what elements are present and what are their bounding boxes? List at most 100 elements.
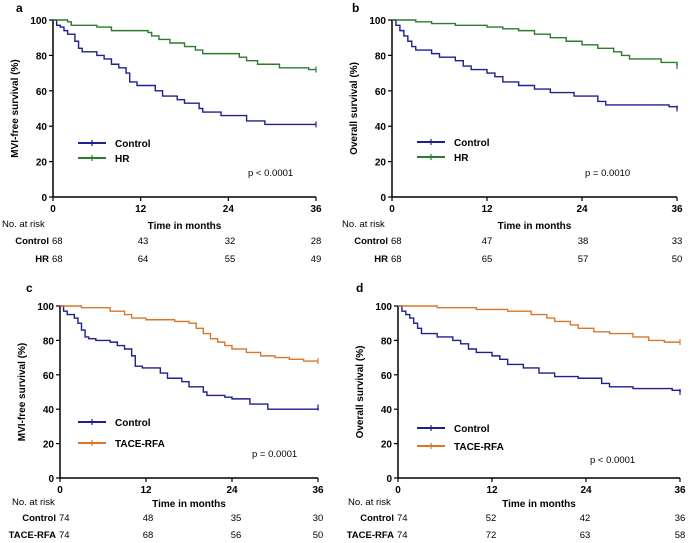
risk-count: 68: [391, 254, 402, 265]
x-tick-label: 24: [226, 485, 238, 496]
survival-curve-tace-rfa: [60, 305, 318, 362]
risk-count: 35: [231, 513, 242, 524]
x-tick-label: 0: [395, 485, 401, 496]
y-tick-label: 100: [369, 16, 386, 27]
risk-header: No. at risk: [342, 219, 385, 230]
y-tick-label: 0: [386, 474, 392, 485]
risk-count: 52: [486, 513, 497, 524]
risk-count: 32: [225, 236, 236, 247]
x-axis-label: Time in months: [148, 221, 222, 232]
risk-header: No. at risk: [2, 219, 45, 230]
risk-count: 42: [580, 513, 591, 524]
survival-curve-control: [53, 19, 316, 126]
panel-a: a 0 20 40 60 80 100 0 12 24 36 Time in months MVI-fr…: [2, 1, 322, 265]
y-tick-label: 0: [48, 474, 54, 485]
risk-count: 28: [311, 236, 322, 247]
survival-curve-hr: [53, 19, 316, 71]
risk-count: 48: [143, 513, 154, 524]
risk-count: 49: [311, 254, 322, 265]
y-tick-label: 0: [41, 193, 47, 204]
panel-c: c 0 20 40 60 80 100 0 12 24 36 Time in months MVI-fr…: [9, 281, 324, 541]
y-tick-label: 60: [43, 371, 55, 382]
y-tick-label: 100: [375, 302, 392, 313]
risk-count: 68: [52, 236, 63, 247]
y-tick-label: 80: [36, 51, 48, 62]
y-tick-label: 20: [43, 440, 55, 451]
risk-count: 68: [143, 530, 154, 541]
x-tick-label: 0: [389, 204, 395, 215]
panel-label: c: [26, 281, 33, 295]
y-axis-label: Overall survival (%): [355, 346, 366, 439]
risk-row-label: HR: [35, 254, 49, 265]
risk-count: 47: [482, 236, 493, 247]
risk-count: 72: [486, 530, 497, 541]
panel-label: d: [356, 281, 363, 295]
legend-entry: TACE-RFA: [454, 442, 504, 453]
y-tick-label: 40: [381, 405, 393, 416]
risk-row-label: Control: [360, 513, 394, 524]
survival-curve-tace-rfa: [398, 305, 680, 343]
y-tick-label: 20: [381, 440, 393, 451]
x-tick-label: 36: [671, 204, 683, 215]
risk-count: 43: [138, 236, 149, 247]
y-tick-label: 80: [381, 336, 393, 347]
y-tick-label: 60: [36, 87, 48, 98]
x-tick-label: 36: [312, 485, 324, 496]
x-axis-label: Time in months: [152, 499, 226, 510]
survival-curve-control: [398, 305, 681, 392]
x-tick-label: 12: [135, 204, 147, 215]
p-value: p = 0.0001: [252, 449, 297, 460]
risk-count: 30: [313, 513, 324, 524]
risk-count: 64: [138, 254, 149, 265]
survival-curve-hr: [392, 19, 678, 67]
risk-count: 63: [580, 530, 591, 541]
y-axis-label: MVI-free survival (%): [17, 343, 28, 441]
y-tick-label: 60: [375, 87, 387, 98]
risk-count: 65: [482, 254, 493, 265]
risk-header: No. at risk: [348, 497, 391, 508]
x-axis-label: Time in months: [502, 499, 576, 510]
panel-b: b 0 20 40 60 80 100 0 12 24 36 Time in months Overal…: [342, 1, 683, 265]
legend-entry: Control: [115, 139, 151, 150]
risk-count: 56: [231, 530, 242, 541]
survival-curve-control: [392, 19, 678, 109]
panel-label: b: [352, 1, 359, 15]
risk-count: 50: [672, 254, 683, 265]
risk-count: 74: [59, 513, 70, 524]
y-tick-label: 100: [37, 302, 54, 313]
risk-row-label: Control: [354, 236, 388, 247]
y-tick-label: 20: [36, 158, 48, 169]
x-tick-label: 0: [57, 485, 63, 496]
p-value: p < 0.0001: [248, 168, 293, 179]
legend-entry: Control: [454, 424, 490, 435]
risk-count: 68: [391, 236, 402, 247]
risk-count: 74: [397, 513, 408, 524]
y-tick-label: 60: [381, 371, 393, 382]
x-tick-label: 36: [310, 204, 322, 215]
y-tick-label: 40: [36, 122, 48, 133]
legend-entry: Control: [115, 418, 151, 429]
risk-header: No. at risk: [12, 497, 55, 508]
y-axis-label: MVI-free survival (%): [10, 59, 21, 157]
p-value: p = 0.0010: [585, 168, 630, 179]
p-value: p < 0.0001: [590, 455, 635, 466]
x-tick-label: 12: [486, 485, 498, 496]
risk-count: 58: [675, 530, 686, 541]
x-tick-label: 0: [50, 204, 56, 215]
y-axis-label: Overall survival (%): [349, 62, 360, 155]
x-axis-label: Time in months: [498, 221, 572, 232]
panel-d: d 0 20 40 60 80 100 0 12 24 36 Time in months Overal…: [347, 281, 686, 541]
risk-row-label: TACE-RFA: [347, 530, 394, 541]
risk-count: 33: [672, 236, 683, 247]
y-tick-label: 20: [375, 158, 387, 169]
risk-count: 57: [578, 254, 589, 265]
x-tick-label: 24: [576, 204, 588, 215]
x-tick-label: 36: [674, 485, 686, 496]
risk-row-label: Control: [15, 236, 49, 247]
legend-entry: HR: [115, 154, 130, 165]
y-tick-label: 40: [375, 122, 387, 133]
risk-count: 36: [675, 513, 686, 524]
risk-count: 74: [397, 530, 408, 541]
legend-entry: TACE-RFA: [115, 439, 165, 450]
survival-curve-control: [60, 305, 319, 410]
